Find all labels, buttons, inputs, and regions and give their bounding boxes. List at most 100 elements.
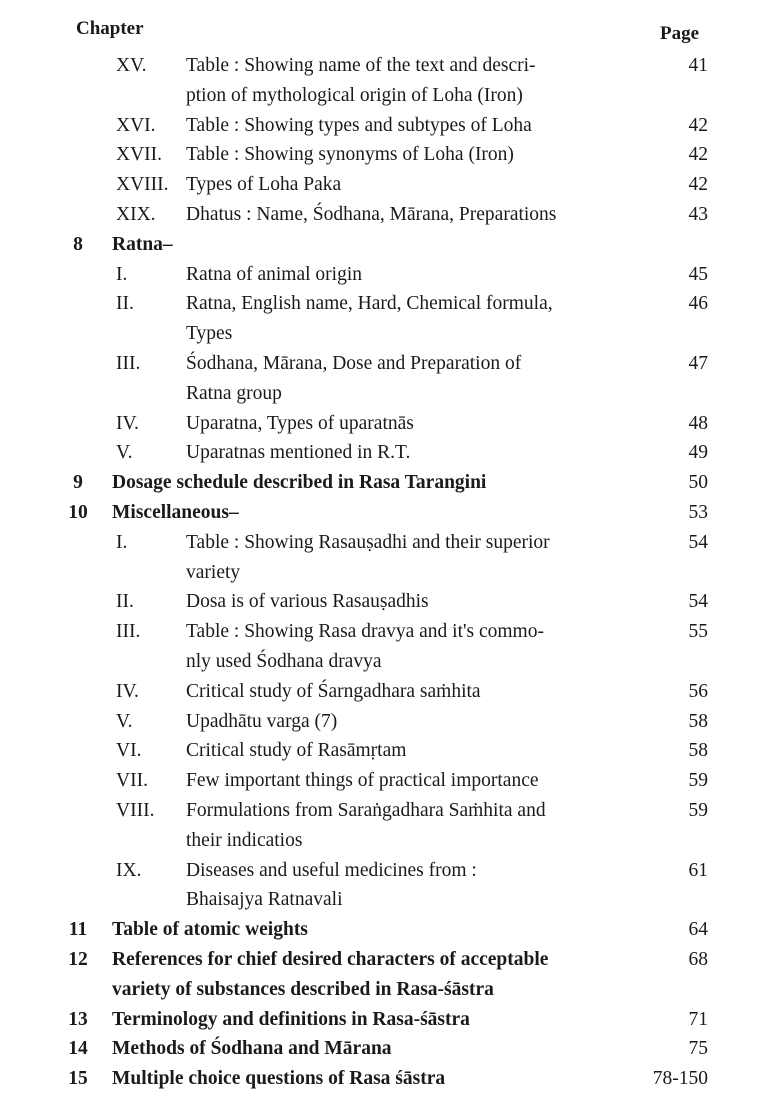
- entry-title: Table : Showing synonyms of Loha (Iron): [186, 140, 636, 170]
- entry-title: References for chief desired characters …: [112, 945, 612, 1005]
- entry-title: Uparatna, Types of uparatnās: [186, 409, 636, 439]
- chapter-number: 12: [68, 948, 88, 970]
- section-entry: XIX. Dhatus : Name, Śodhana, Mārana, Prep…: [0, 200, 780, 230]
- entry-title-line: Dosage schedule described in Rasa Tarang…: [112, 472, 487, 494]
- section-number: II.: [116, 293, 134, 315]
- page-number: 61: [688, 859, 709, 881]
- chapter-number: 13: [68, 1008, 88, 1030]
- entry-title-line: Types of Loha Paka: [186, 174, 342, 196]
- entry-title: Formulations from Saraṅgadhara Saṁhita a…: [186, 796, 636, 856]
- section-entry: IX. Diseases and useful medicines from : B…: [0, 856, 780, 916]
- section-number: VIII.: [116, 799, 155, 821]
- entry-title: Methods of Śodhana and Mārana: [112, 1034, 612, 1064]
- page-number: 68: [688, 948, 709, 970]
- entry-title-line: Upadhātu varga (7): [186, 710, 338, 732]
- entry-title: Uparatnas mentioned in R.T.: [186, 438, 636, 468]
- entry-title-line: Ratna, English name, Hard, Chemical form…: [186, 293, 553, 315]
- entry-title: Multiple choice questions of Rasa śāstra: [112, 1064, 612, 1094]
- section-number: IV.: [116, 412, 139, 434]
- entry-title-line: their indicatios: [186, 829, 303, 851]
- section-entry: II. Ratna, English name, Hard, Chemical f…: [0, 289, 780, 349]
- page-number: 48: [688, 412, 709, 434]
- page-number: 42: [688, 114, 709, 136]
- entry-title-line: variety: [186, 561, 241, 583]
- entry-title: Table : Showing name of the text and des…: [186, 51, 636, 111]
- page-number: 53: [688, 501, 709, 523]
- page-column-header: Page: [660, 23, 700, 44]
- entry-title: Terminology and definitions in Rasa-śāst…: [112, 1005, 612, 1035]
- section-entry: VII. Few important things of practical im…: [0, 766, 780, 796]
- entry-title-line: Table : Showing Rasa dravya and it's com…: [186, 621, 544, 643]
- section-entry: III. Śodhana, Mārana, Dose and Preparatio…: [0, 349, 780, 409]
- page-number: 43: [688, 203, 709, 225]
- section-entry: XVII. Table : Showing synonyms of Loha (I…: [0, 140, 780, 170]
- entry-title: Table : Showing Rasauṣadhi and their sup…: [186, 528, 636, 588]
- chapter-entry: 10 Miscellaneous– 53: [0, 498, 780, 528]
- entry-title-line: Ratna group: [186, 382, 282, 404]
- page-number: 45: [688, 263, 709, 285]
- entry-title-line: Śodhana, Mārana, Dose and Preparation of: [186, 352, 522, 374]
- page-number: 42: [688, 144, 709, 166]
- page-number: 56: [688, 680, 709, 702]
- entry-title: Diseases and useful medicines from : Bhai…: [186, 856, 636, 916]
- section-number: IV.: [116, 680, 139, 702]
- entry-title: Ratna–: [112, 230, 612, 260]
- page-number: 42: [688, 174, 709, 196]
- entry-title: Critical study of Śarngadhara saṁhita: [186, 677, 636, 707]
- section-number: XIX.: [116, 203, 156, 225]
- entry-title: Ratna of animal origin: [186, 260, 636, 290]
- entry-title: Table : Showing Rasa dravya and it's com…: [186, 617, 636, 677]
- entry-title-line: Terminology and definitions in Rasa-śāst…: [112, 1008, 470, 1030]
- entry-title: Critical study of Rasāmṛtam: [186, 736, 636, 766]
- section-number: III.: [116, 352, 141, 374]
- entry-title: Dhatus : Name, Śodhana, Mārana, Preparat…: [186, 200, 636, 230]
- section-entry: III. Table : Showing Rasa dravya and it's…: [0, 617, 780, 677]
- section-entry: VIII. Formulations from Saraṅgadhara Saṁh…: [0, 796, 780, 856]
- entry-title-line: Multiple choice questions of Rasa śāstra: [112, 1068, 446, 1090]
- page-number: 49: [688, 442, 709, 464]
- entry-title-line: Types: [186, 323, 233, 345]
- entry-title-line: Table : Showing name of the text and des…: [186, 55, 536, 76]
- section-number: XV.: [116, 55, 147, 76]
- entry-title-line: References for chief desired characters …: [112, 948, 549, 970]
- chapter-number: 15: [68, 1068, 88, 1090]
- chapter-number: 14: [68, 1038, 88, 1060]
- section-number: I.: [116, 531, 128, 553]
- entry-title: Table : Showing types and subtypes of Lo…: [186, 111, 636, 141]
- chapter-entry: 13 Terminology and definitions in Rasa-śā…: [0, 1005, 780, 1035]
- entry-title-line: Few important things of practical import…: [186, 770, 539, 792]
- entry-title: Dosage schedule described in Rasa Tarang…: [112, 468, 612, 498]
- entry-title-line: Dhatus : Name, Śodhana, Mārana, Preparat…: [186, 203, 557, 225]
- section-number: VII.: [116, 770, 148, 792]
- chapter-number: 9: [73, 472, 83, 494]
- page-number: 58: [688, 710, 709, 732]
- section-entry: II. Dosa is of various Rasauṣadhis 54: [0, 587, 780, 617]
- section-entry: XV. Table : Showing name of the text and …: [0, 51, 780, 111]
- chapter-entry: 9 Dosage schedule described in Rasa Taran…: [0, 468, 780, 498]
- entry-title-line: Ratna of animal origin: [186, 263, 362, 285]
- entry-title: Upadhātu varga (7): [186, 707, 636, 737]
- section-number: II.: [116, 591, 134, 613]
- section-entry: I. Ratna of animal origin 45: [0, 260, 780, 290]
- page-number: 59: [688, 799, 709, 821]
- entry-title-line: Dosa is of various Rasauṣadhis: [186, 591, 429, 613]
- chapter-entry: 12 References for chief desired character…: [0, 945, 780, 1005]
- page-number: 71: [688, 1008, 709, 1030]
- entry-title-line: Methods of Śodhana and Mārana: [112, 1038, 392, 1060]
- entry-title-line: Table : Showing types and subtypes of Lo…: [186, 114, 532, 136]
- entry-title-line: Bhaisajya Ratnavali: [186, 889, 343, 911]
- section-number: III.: [116, 621, 141, 643]
- page-number: 55: [688, 621, 709, 643]
- section-entry: XVI. Table : Showing types and subtypes o…: [0, 111, 780, 141]
- entry-title: Types of Loha Paka: [186, 170, 636, 200]
- chapter-entry: 11 Table of atomic weights 64: [0, 915, 780, 945]
- section-number: XVII.: [116, 144, 163, 166]
- page-number: 78-150: [652, 1068, 708, 1090]
- section-entry: V. Upadhātu varga (7) 58: [0, 707, 780, 737]
- page-number: 58: [688, 740, 709, 762]
- section-entry: VI. Critical study of Rasāmṛtam 58: [0, 736, 780, 766]
- section-number: V.: [116, 710, 133, 732]
- entry-title-line: Uparatnas mentioned in R.T.: [186, 442, 411, 464]
- page-number: 59: [688, 770, 709, 792]
- page-number: 75: [688, 1038, 709, 1060]
